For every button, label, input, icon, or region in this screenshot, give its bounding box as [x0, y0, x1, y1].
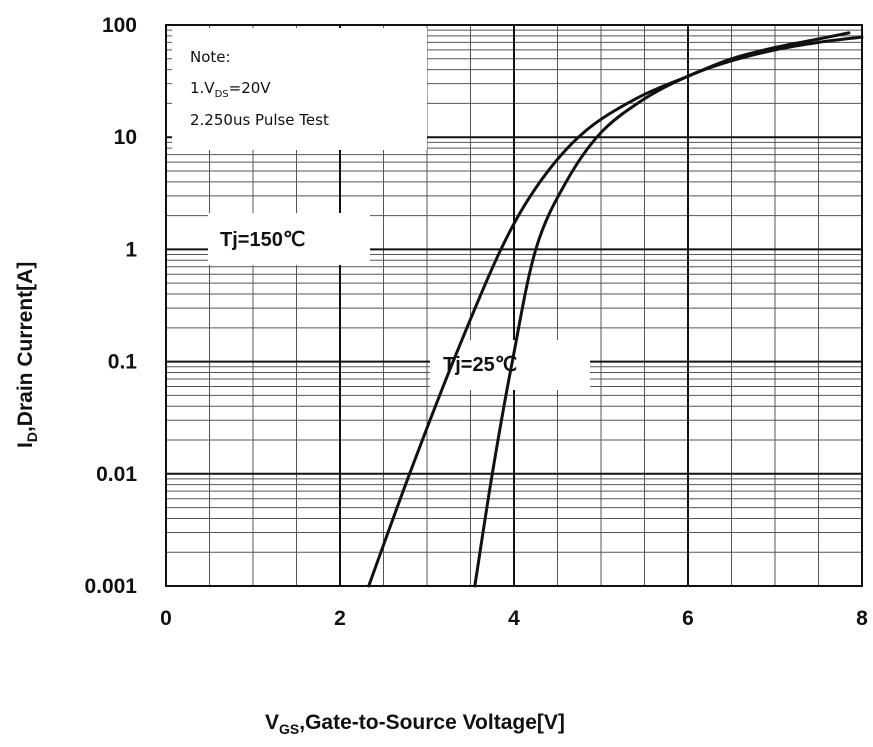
- y-axis-title-main: I: [14, 442, 37, 448]
- y-tick-label: 0.1: [108, 351, 138, 374]
- note-line-pulse: 2.250us Pulse Test: [190, 111, 329, 129]
- x-axis-title-rest: ,Gate-to-Source Voltage[V]: [299, 711, 565, 734]
- note-box: Note: 1.VDS=20V 2.250us Pulse Test: [172, 28, 427, 150]
- note-box-background: [172, 28, 427, 150]
- x-tick-label: 2: [334, 607, 346, 630]
- y-tick-label: 1: [125, 238, 137, 261]
- label-tj25-text: Tj=25℃: [443, 354, 517, 376]
- grid: [166, 25, 862, 586]
- x-tick-label: 6: [682, 607, 694, 630]
- label-tj150-text: Tj=150℃: [220, 229, 305, 251]
- note-line-vds: 1.VDS=20V: [190, 79, 271, 100]
- x-tick-labels: 0 2 4 6 8: [160, 607, 868, 630]
- y-axis-title: ID,Drain Current[A]: [14, 262, 40, 448]
- y-axis-title-rest: ,Drain Current[A]: [14, 262, 37, 432]
- plot-frame: [165, 24, 863, 587]
- y-axis-title-sub: D: [24, 432, 40, 442]
- series-line-tj150: [367, 31, 851, 588]
- label-tj150-background: [208, 213, 370, 265]
- note-title: Note:: [190, 48, 231, 66]
- label-tj25: Tj=25℃: [430, 340, 590, 390]
- y-tick-labels: 0.001 0.01 0.1 1 10 100: [84, 14, 137, 598]
- x-tick-label: 4: [508, 607, 520, 630]
- curves: [367, 31, 864, 588]
- series-line-tj25: [473, 35, 864, 588]
- x-axis-title-main: V: [265, 711, 279, 734]
- x-tick-label: 0: [160, 607, 172, 630]
- label-tj150: Tj=150℃: [208, 213, 370, 265]
- label-tj25-background: [430, 340, 590, 390]
- y-tick-label: 10: [114, 126, 137, 149]
- x-tick-label: 8: [856, 607, 868, 630]
- y-tick-label: 0.001: [84, 575, 137, 598]
- x-axis-title: VGS,Gate-to-Source Voltage[V]: [265, 711, 565, 737]
- note-vds-main: 1.V: [190, 79, 215, 97]
- x-axis-title-sub: GS: [279, 721, 299, 737]
- note-vds-sub: DS: [215, 89, 229, 100]
- y-tick-label: 0.01: [96, 463, 137, 486]
- note-vds-rest: =20V: [229, 79, 272, 97]
- y-tick-label: 100: [102, 14, 137, 37]
